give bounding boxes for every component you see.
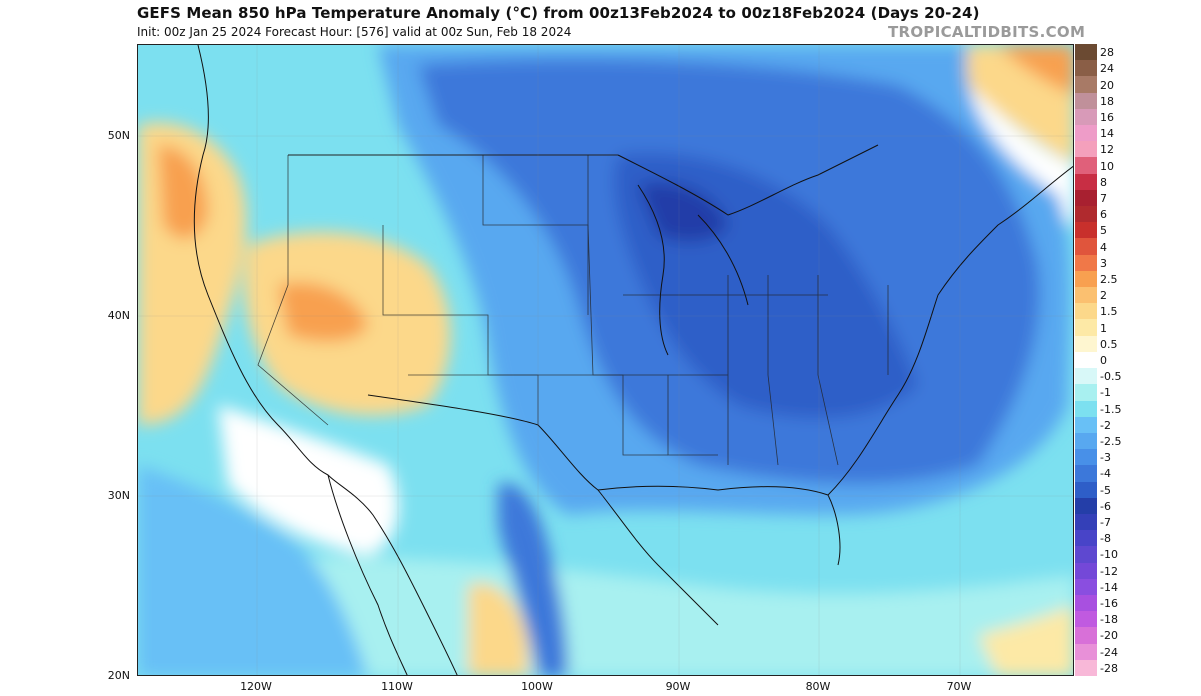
colorbar-swatch xyxy=(1075,335,1097,353)
colorbar-swatch xyxy=(1075,173,1097,191)
anomaly-map xyxy=(137,44,1074,676)
colorbar-label: -12 xyxy=(1100,564,1118,578)
colorbar-swatch xyxy=(1075,60,1097,77)
colorbar-label: -2 xyxy=(1100,418,1111,432)
lon-label-110w: 110W xyxy=(381,680,413,693)
colorbar-swatch xyxy=(1075,562,1097,580)
colorbar-label: -1.5 xyxy=(1100,402,1122,416)
colorbar-swatch xyxy=(1075,270,1097,288)
colorbar-label: 2.5 xyxy=(1100,272,1118,286)
colorbar-swatch xyxy=(1075,530,1097,547)
colorbar-swatch xyxy=(1075,368,1097,385)
colorbar-label: 4 xyxy=(1100,240,1107,254)
colorbar-swatch xyxy=(1075,206,1097,223)
colorbar-label: 16 xyxy=(1100,110,1114,124)
lon-label-120w: 120W xyxy=(240,680,272,693)
colorbar-swatch xyxy=(1075,432,1097,450)
colorbar-label: 7 xyxy=(1100,191,1107,205)
lon-label-90w: 90W xyxy=(665,680,691,693)
brand-watermark: TROPICALTIDBITS.COM xyxy=(888,23,1086,41)
colorbar-label: -5 xyxy=(1100,483,1111,497)
colorbar-swatch xyxy=(1075,351,1097,369)
colorbar-label: -18 xyxy=(1100,613,1118,627)
colorbar-label: 24 xyxy=(1100,62,1114,76)
colorbar-swatch xyxy=(1075,44,1097,61)
colorbar-swatch xyxy=(1075,76,1097,94)
colorbar-label: 28 xyxy=(1100,46,1114,60)
colorbar-label: 3 xyxy=(1100,256,1107,270)
colorbar-swatch xyxy=(1075,319,1097,337)
colorbar-label: -1 xyxy=(1100,386,1111,400)
colorbar-label: 2 xyxy=(1100,289,1107,303)
colorbar-label: -20 xyxy=(1100,629,1118,643)
chart-title: GEFS Mean 850 hPa Temperature Anomaly (°… xyxy=(137,4,980,22)
colorbar-label: 1 xyxy=(1100,321,1107,335)
colorbar-swatch xyxy=(1075,238,1097,256)
colorbar-swatch xyxy=(1075,594,1097,612)
colorbar-label: 6 xyxy=(1100,208,1107,222)
colorbar-swatch xyxy=(1075,465,1097,483)
colorbar-label: -8 xyxy=(1100,532,1111,546)
lon-label-80w: 80W xyxy=(805,680,831,693)
lat-label-40n: 40N xyxy=(107,309,130,322)
state-borders xyxy=(257,155,889,466)
colorbar-swatch xyxy=(1075,287,1097,304)
colorbar-swatch xyxy=(1075,611,1097,628)
colorbar-label: -6 xyxy=(1100,499,1111,513)
colorbar-label: -0.5 xyxy=(1100,370,1122,384)
colorbar-swatch xyxy=(1075,125,1097,142)
anomaly-fill-layer xyxy=(138,45,1073,675)
colorbar xyxy=(1075,44,1097,677)
colorbar-swatch xyxy=(1075,384,1097,401)
colorbar-swatch xyxy=(1075,449,1097,466)
colorbar-swatch xyxy=(1075,627,1097,645)
colorbar-swatch xyxy=(1075,400,1097,418)
colorbar-swatch xyxy=(1075,497,1097,515)
colorbar-label: 1.5 xyxy=(1100,305,1118,319)
colorbar-swatch xyxy=(1075,92,1097,110)
colorbar-swatch xyxy=(1075,481,1097,499)
lat-label-30n: 30N xyxy=(107,489,130,502)
colorbar-label: 10 xyxy=(1100,159,1114,173)
colorbar-label: -4 xyxy=(1100,467,1111,481)
colorbar-swatch xyxy=(1075,546,1097,564)
colorbar-label: 18 xyxy=(1100,94,1114,108)
colorbar-label: -28 xyxy=(1100,661,1118,675)
colorbar-label: 8 xyxy=(1100,175,1107,189)
colorbar-label: -10 xyxy=(1100,548,1118,562)
colorbar-swatch xyxy=(1075,108,1097,126)
chart-subtitle: Init: 00z Jan 25 2024 Forecast Hour: [57… xyxy=(137,25,572,39)
colorbar-label: 14 xyxy=(1100,127,1114,141)
colorbar-swatch xyxy=(1075,659,1097,677)
lat-label-20n: 20N xyxy=(107,669,130,682)
colorbar-swatch xyxy=(1075,643,1097,661)
colorbar-label: -16 xyxy=(1100,597,1118,611)
colorbar-swatch xyxy=(1075,416,1097,434)
colorbar-label: -7 xyxy=(1100,516,1111,530)
geographic-outlines xyxy=(193,45,1073,675)
colorbar-swatch xyxy=(1075,222,1097,239)
colorbar-label: -3 xyxy=(1100,451,1111,465)
colorbar-swatch xyxy=(1075,189,1097,207)
colorbar-swatch xyxy=(1075,157,1097,175)
lon-label-70w: 70W xyxy=(946,680,972,693)
colorbar-swatch xyxy=(1075,578,1097,596)
map-canvas xyxy=(138,45,1073,675)
colorbar-swatch xyxy=(1075,303,1097,320)
colorbar-label: 0.5 xyxy=(1100,337,1118,351)
colorbar-label: -2.5 xyxy=(1100,435,1122,449)
colorbar-label: 12 xyxy=(1100,143,1114,157)
colorbar-swatch xyxy=(1075,513,1097,531)
graticule xyxy=(138,45,1073,675)
colorbar-label: 5 xyxy=(1100,224,1107,238)
colorbar-swatch xyxy=(1075,141,1097,158)
colorbar-swatch xyxy=(1075,254,1097,272)
lon-label-100w: 100W xyxy=(521,680,553,693)
lat-label-50n: 50N xyxy=(107,129,130,142)
colorbar-label: 0 xyxy=(1100,354,1107,367)
colorbar-label: 20 xyxy=(1100,78,1114,92)
colorbar-label: -24 xyxy=(1100,645,1118,659)
colorbar-label: -14 xyxy=(1100,580,1118,594)
